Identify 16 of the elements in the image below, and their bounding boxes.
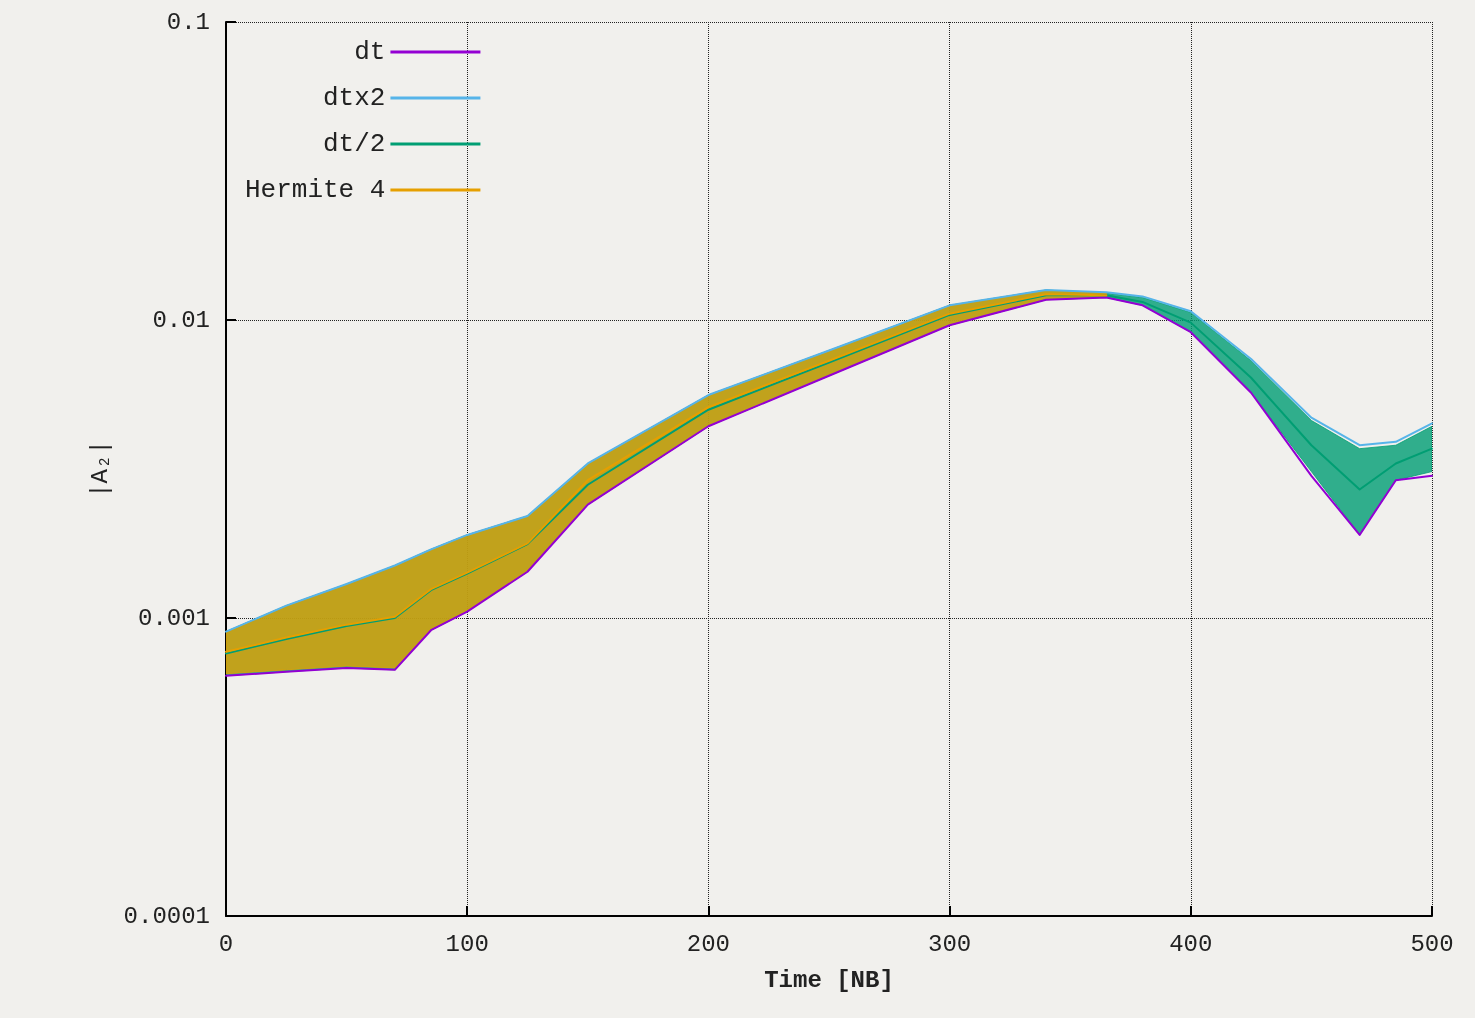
x-tick-label: 400	[1169, 930, 1213, 958]
x-axis-title: Time [NB]	[764, 966, 894, 994]
x-tick-label: 200	[686, 930, 731, 958]
x-tick-label: 100	[445, 930, 489, 958]
y-tick-label: 0.0001	[123, 902, 210, 930]
y-tick-label: 0.001	[137, 604, 210, 632]
legend-label: Hermite 4	[244, 175, 386, 205]
legend-label: dtx2	[323, 83, 386, 113]
x-tick-label: 500	[1410, 930, 1454, 958]
legend-label: dt/2	[323, 129, 386, 159]
legend-label: dt	[354, 37, 386, 67]
x-tick-label: 300	[927, 930, 972, 958]
x-tick-label: 0	[218, 930, 234, 958]
y-axis-title: |A₂|	[87, 440, 115, 498]
y-tick-label: 0.01	[152, 306, 210, 334]
y-tick-label: 0.1	[166, 8, 210, 36]
